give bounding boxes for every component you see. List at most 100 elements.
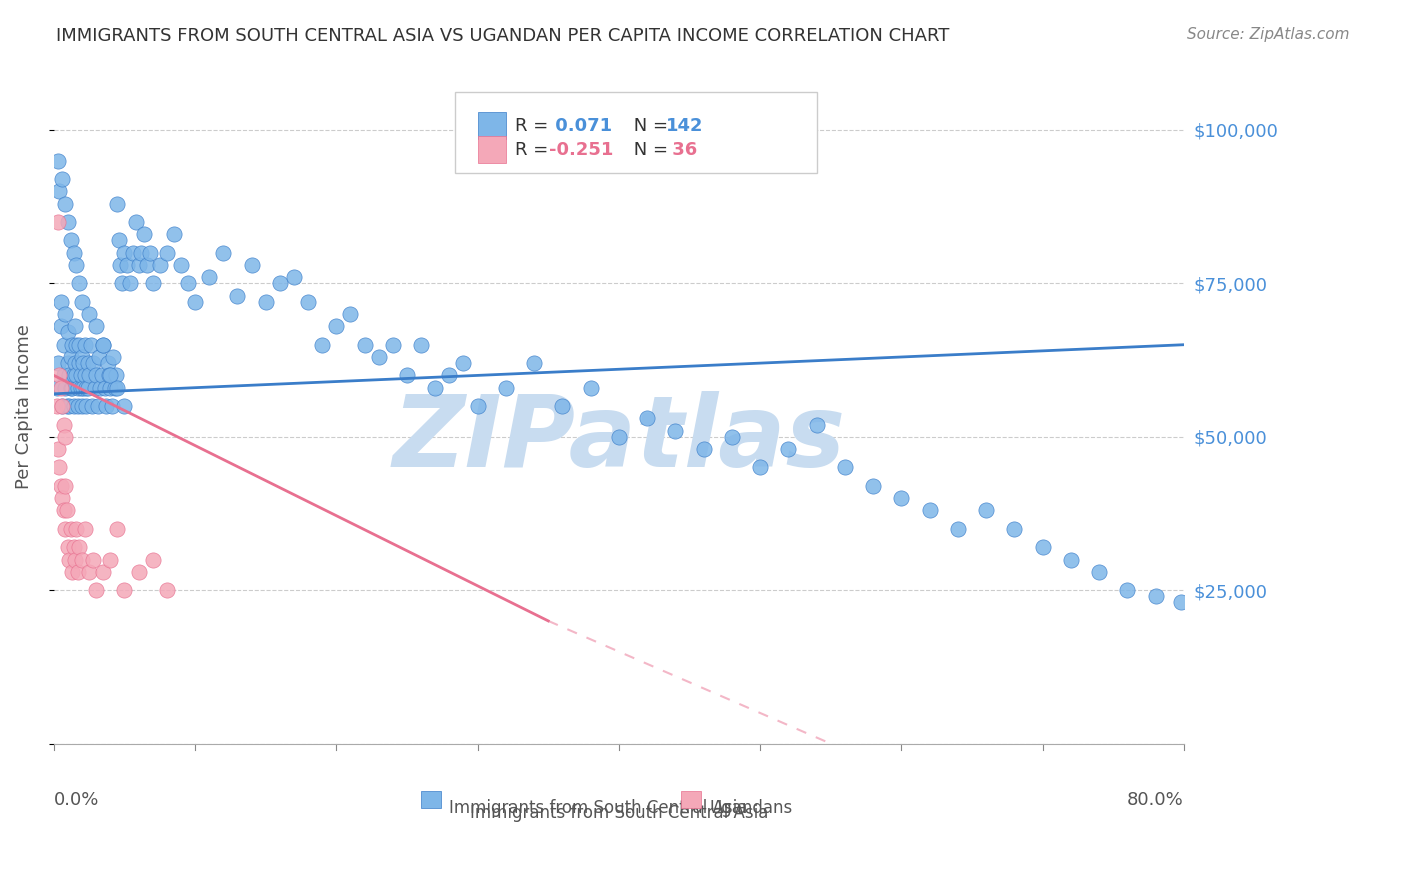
Point (136, 258, 159, 272)
Point (70, 294, 93, 309)
Point (51, 172, 73, 186)
Point (749, 460, 772, 475)
Point (75, 381, 97, 395)
Point (65, 522, 87, 536)
Point (53, 381, 76, 395)
Point (111, 277, 134, 291)
Point (198, 270, 221, 285)
Point (946, 522, 969, 536)
Point (56, 326, 79, 340)
Point (114, 583, 136, 598)
Point (721, 430, 744, 444)
Point (439, 368, 461, 383)
Point (49, 294, 72, 309)
Point (974, 503, 997, 517)
Point (45, 399, 67, 413)
Text: 36: 36 (666, 141, 697, 159)
Point (70, 399, 93, 413)
Point (82, 356, 104, 370)
Point (806, 417, 828, 432)
Point (69, 381, 91, 395)
Y-axis label: Per Capita Income: Per Capita Income (15, 324, 32, 489)
Point (862, 479, 884, 493)
Point (62, 541, 84, 555)
Point (87, 350, 110, 364)
Point (49, 479, 72, 493)
Text: 0.071: 0.071 (548, 117, 612, 135)
Point (918, 503, 941, 517)
Point (60, 381, 83, 395)
FancyBboxPatch shape (422, 791, 441, 808)
Point (60, 337, 83, 351)
Point (58, 552, 80, 566)
Point (73, 368, 96, 383)
Point (98, 381, 121, 395)
Point (63, 356, 86, 370)
Point (367, 350, 389, 364)
Point (84, 583, 107, 598)
Point (59, 522, 82, 536)
Point (98, 552, 121, 566)
Point (103, 381, 125, 395)
Text: R =: R = (515, 141, 554, 159)
Point (339, 307, 361, 321)
Point (834, 460, 856, 475)
Point (96, 356, 118, 370)
Point (551, 399, 574, 413)
Point (114, 399, 136, 413)
Point (62, 399, 84, 413)
Point (411, 337, 433, 351)
Point (1116, 583, 1139, 598)
Point (170, 258, 193, 272)
Point (65, 258, 87, 272)
Point (53, 430, 76, 444)
Point (353, 337, 375, 351)
Point (53, 479, 76, 493)
Point (52, 337, 75, 351)
Point (149, 258, 172, 272)
Point (226, 288, 249, 302)
Point (117, 258, 139, 272)
Point (240, 258, 263, 272)
Point (72, 381, 94, 395)
Point (105, 522, 128, 536)
Point (63, 319, 86, 334)
Point (67, 337, 90, 351)
Text: R =: R = (515, 117, 554, 135)
Point (58, 399, 80, 413)
Point (67, 277, 90, 291)
Point (579, 381, 602, 395)
Point (128, 258, 150, 272)
Point (1170, 595, 1192, 609)
Point (89, 381, 111, 395)
Point (49, 319, 72, 334)
Point (55, 503, 77, 517)
Point (283, 270, 305, 285)
Point (890, 491, 912, 505)
Point (70, 552, 93, 566)
Point (77, 368, 100, 383)
Point (59, 233, 82, 247)
Point (1032, 541, 1054, 555)
Point (125, 215, 148, 229)
Point (163, 227, 186, 242)
Point (67, 541, 90, 555)
Text: IMMIGRANTS FROM SOUTH CENTRAL ASIA VS UGANDAN PER CAPITA INCOME CORRELATION CHAR: IMMIGRANTS FROM SOUTH CENTRAL ASIA VS UG… (56, 27, 949, 45)
Point (93, 381, 115, 395)
Point (73, 522, 96, 536)
Point (86, 399, 108, 413)
Point (52, 368, 75, 383)
Point (105, 196, 128, 211)
Point (75, 399, 97, 413)
Point (76, 356, 98, 370)
Point (90, 368, 112, 383)
Point (51, 399, 73, 413)
Point (67, 356, 90, 370)
Point (177, 277, 200, 291)
Point (48, 184, 70, 198)
Point (91, 565, 114, 579)
Point (72, 356, 94, 370)
Point (53, 307, 76, 321)
Point (131, 245, 153, 260)
Point (53, 522, 76, 536)
